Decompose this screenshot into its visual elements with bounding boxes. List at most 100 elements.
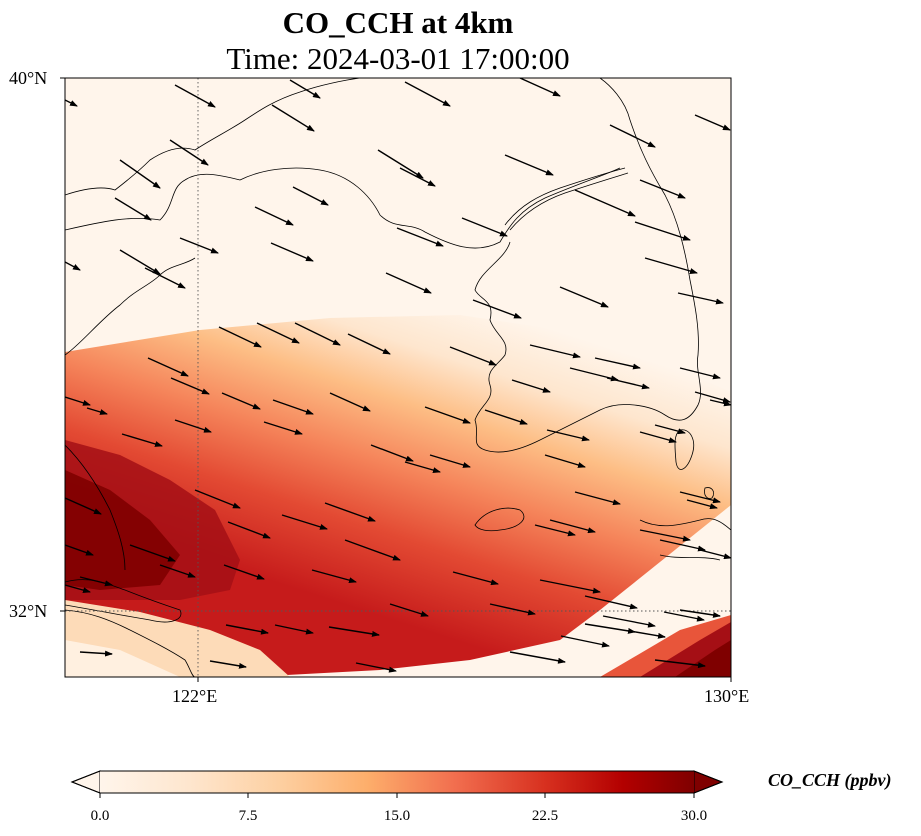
wind-vector: [329, 392, 371, 412]
wind-vector: [424, 406, 471, 424]
colorbar-label: CO_CCH (ppbv): [768, 770, 892, 790]
wind-vector: [274, 624, 314, 635]
wind-vector: [560, 635, 610, 648]
wind-vector: [324, 502, 376, 522]
wind-vector: [452, 571, 499, 586]
wind-vector: [194, 489, 241, 509]
wind-vector: [534, 524, 576, 537]
map-frame: [64, 77, 732, 678]
wind-vector: [584, 595, 638, 610]
wind-vector: [147, 357, 189, 377]
wind-vector: [218, 326, 262, 348]
wind-vector: [86, 407, 108, 415]
wind-vector: [355, 662, 397, 673]
wind-vector: [174, 84, 216, 108]
lon-label-130e: 130°E: [704, 686, 750, 706]
colorbar-tick-1: 7.5: [238, 808, 258, 824]
wind-vector: [65, 261, 81, 271]
wind-vector: [272, 399, 314, 415]
wind-vector: [489, 603, 536, 616]
wind-vector: [574, 491, 621, 506]
wind-vector: [511, 379, 551, 393]
wind-vector: [686, 499, 718, 510]
wind-vector: [663, 611, 705, 622]
lat-label-40n: 40°N: [9, 68, 48, 88]
wind-vector: [609, 124, 656, 148]
wind-vector: [121, 433, 163, 447]
wind-vector: [659, 539, 706, 552]
wind-vector: [679, 491, 721, 504]
wind-vector: [399, 167, 436, 187]
wind-vector: [404, 461, 441, 473]
wind-vector: [529, 344, 581, 359]
wind-vector: [654, 424, 686, 435]
wind-vector: [169, 139, 209, 166]
wind-vector: [65, 584, 91, 594]
graticule: [65, 78, 731, 677]
wind-vectors: [65, 78, 731, 673]
wind-vector: [144, 267, 186, 289]
wind-vector: [344, 539, 401, 561]
wind-vector: [699, 549, 731, 560]
wind-vector: [79, 650, 113, 657]
wind-vector: [546, 429, 590, 442]
wind-vector: [461, 217, 508, 237]
wind-vector: [679, 609, 721, 618]
axis-ticks: [60, 77, 732, 682]
wind-vector: [559, 286, 609, 308]
wind-vector: [634, 221, 691, 241]
wind-vector: [385, 272, 432, 294]
wind-vector: [370, 444, 414, 462]
wind-vector: [170, 377, 210, 395]
wind-vector: [449, 346, 497, 366]
wind-vector: [289, 79, 321, 99]
wind-vector: [159, 564, 196, 578]
wind-vector: [549, 519, 596, 534]
wind-vector: [256, 322, 300, 344]
wind-vector: [347, 333, 391, 355]
wind-vector: [221, 392, 261, 410]
wind-vector: [292, 186, 329, 206]
wind-vector: [65, 544, 94, 556]
wind-vector: [294, 322, 341, 346]
wind-vector: [254, 206, 294, 226]
wind-vector: [223, 564, 265, 580]
wind-vector: [574, 189, 636, 217]
wind-vector: [544, 454, 586, 468]
wind-vector: [639, 529, 691, 542]
wind-vector: [377, 149, 424, 179]
lon-label-122e: 122°E: [172, 686, 218, 706]
wind-vector: [227, 521, 271, 539]
wind-vector: [584, 623, 636, 634]
wind-vector: [429, 454, 471, 468]
colorbar-tick-0: 0.0: [90, 808, 110, 824]
wind-vector: [396, 227, 444, 247]
wind-vector: [519, 78, 561, 97]
wind-vector: [594, 357, 641, 370]
wind-vector: [509, 651, 566, 664]
wind-vector: [271, 104, 315, 132]
wind-vector: [79, 576, 113, 587]
wind-vector: [654, 659, 706, 669]
wind-vector: [484, 409, 528, 425]
wind-vector: [65, 99, 78, 107]
wind-vector: [709, 399, 731, 407]
wind-vector: [209, 660, 247, 669]
wind-vector: [270, 242, 314, 262]
wind-vector: [639, 431, 677, 444]
wind-vector: [281, 514, 328, 530]
wind-vector: [677, 292, 724, 305]
wind-vector: [504, 154, 554, 176]
wind-vector: [179, 237, 219, 254]
wind-vector: [328, 626, 380, 637]
wind-vector: [119, 159, 161, 189]
colorbar-tick-3: 22.5: [531, 808, 559, 824]
co-concentration-field: [65, 78, 731, 677]
wind-vector: [263, 421, 303, 435]
wind-vector: [694, 391, 731, 403]
wind-vector: [65, 396, 91, 406]
colorbar: [70, 770, 724, 798]
map-title: CO_CCH at 4km: [282, 5, 514, 40]
colorbar-tick-4: 30.0: [680, 808, 708, 824]
wind-vector: [629, 630, 666, 639]
